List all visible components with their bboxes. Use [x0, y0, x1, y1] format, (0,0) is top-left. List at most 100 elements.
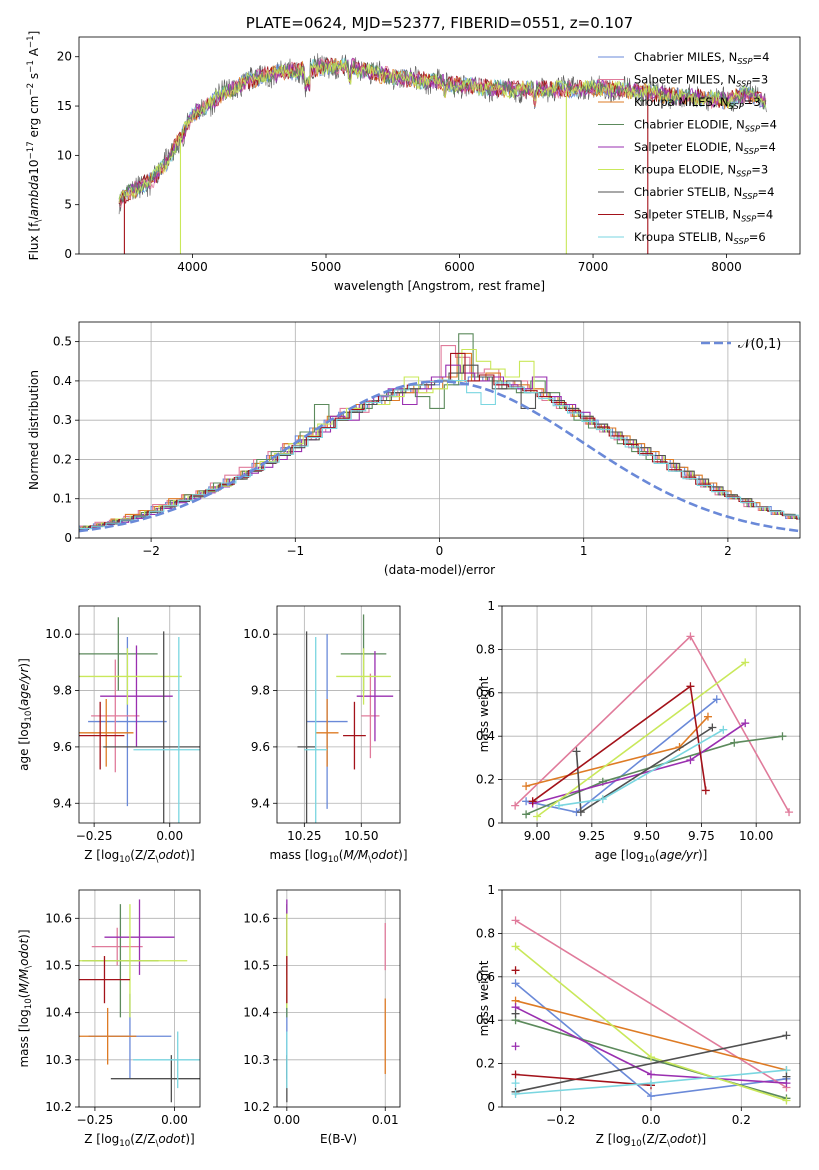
- weight-marker: [647, 1070, 655, 1079]
- y-tick-label: 10.2: [243, 1100, 270, 1114]
- axes-frame: −0.25 0.00 9.4 9.6 9.8 10.0: [45, 605, 201, 843]
- weight-marker: [785, 808, 794, 817]
- y-tick-label: 0.4: [476, 1013, 495, 1027]
- x-tick-label: −0.2: [546, 1113, 575, 1127]
- y-tick-label: 0.2: [476, 1057, 495, 1071]
- x-tick-label: 0.00: [156, 829, 183, 843]
- weight-marker: [511, 916, 520, 925]
- y-tick-label: 0.1: [53, 492, 72, 506]
- weight-marker: [533, 812, 542, 821]
- legend-label: Chabrier STELIB, NSSP=4: [634, 185, 774, 201]
- x-tick-label: 0.0: [641, 1113, 660, 1127]
- axes-border: [78, 889, 201, 1108]
- axes-frame: 9.00 9.25 9.50 9.75 10.00 0 0.2 0.4 0.6 0.8 1: [476, 599, 801, 843]
- weight-marker: [511, 1009, 520, 1018]
- weight-marker: [782, 1096, 791, 1105]
- x-tick-label: 9.50: [633, 829, 660, 843]
- weight-marker: [511, 979, 520, 988]
- plot-area: [511, 916, 791, 1105]
- plot-area: [297, 614, 394, 823]
- y-tick-label: 0: [487, 1100, 495, 1114]
- y-tick-label: 1: [487, 883, 495, 897]
- grid: [277, 606, 400, 823]
- y-tick-label: 5: [64, 198, 72, 212]
- x-tick-label: 0.01: [372, 1113, 399, 1127]
- weight-marker: [686, 632, 695, 641]
- weight-marker: [686, 756, 695, 765]
- y-tick-label: 0: [487, 816, 495, 830]
- y-axis-label: Flux [f\lambda10−17 erg cm−2 s−1 A−1]: [26, 31, 44, 261]
- chart-weight-vs-z: −0.2 0.0 0.2 0 0.2 0.4 0.6 0.8 1: [476, 883, 801, 1127]
- x-axis-label: Z [log10(Z/Z\odot)]: [84, 848, 194, 865]
- weight-marker: [511, 966, 520, 975]
- x-tick-label: −0.25: [76, 829, 113, 843]
- spectrum-line: [118, 60, 767, 203]
- legend-label: Kroupa STELIB, NSSP=6: [634, 230, 766, 246]
- y-tick-label: 10.6: [45, 911, 72, 925]
- x-tick-label: 0.2: [732, 1113, 751, 1127]
- y-tick-label: 10.3: [243, 1053, 270, 1067]
- weight-marker: [703, 712, 712, 721]
- plot-area: [79, 617, 200, 823]
- x-tick-label: 9.00: [524, 829, 551, 843]
- weight-marker: [554, 801, 563, 810]
- x-axis-label: E(B-V): [320, 1132, 357, 1146]
- chart-residuals: −2 −1 0 1 2 0 0.1 0.2 0.3 0.4 0.5: [53, 321, 801, 558]
- y-tick-label: 10.3: [45, 1053, 72, 1067]
- weight-marker: [522, 782, 531, 791]
- legend-label: 𝒩(0,1): [738, 337, 781, 352]
- chart-mass-vs-ebv: 0.00 0.01 10.2 10.3 10.4 10.5 10.6: [243, 889, 401, 1127]
- weight-line: [525, 735, 783, 816]
- weight-marker: [701, 786, 710, 795]
- chart-age-vs-z: −0.25 0.00 9.4 9.6 9.8 10.0: [45, 605, 201, 843]
- histogram-series: [79, 376, 800, 530]
- weight-marker: [647, 1053, 655, 1062]
- legend-label: Salpeter STELIB, NSSP=4: [634, 208, 773, 224]
- x-tick-label: −0.25: [77, 1113, 114, 1127]
- axes-frame: 0.00 0.01 10.2 10.3 10.4 10.5 10.6: [243, 889, 401, 1127]
- histogram-series: [79, 352, 800, 530]
- weight-marker: [686, 682, 695, 691]
- y-tick-label: 0.2: [476, 773, 495, 787]
- weight-marker: [778, 732, 787, 741]
- weight-marker: [708, 723, 717, 732]
- x-tick-label: 9.75: [688, 829, 715, 843]
- legend-label: Kroupa ELODIE, NSSP=3: [634, 163, 768, 179]
- x-tick-label: −2: [142, 544, 160, 558]
- x-axis-label: mass [log10(M/M\odot)]: [269, 848, 407, 865]
- y-tick-label: 0.2: [53, 452, 72, 466]
- y-tick-label: 0.6: [476, 686, 495, 700]
- x-axis-label: wavelength [Angstrom, rest frame]: [334, 279, 545, 293]
- axes-border: [276, 889, 401, 1108]
- y-axis-label: Normed distribution: [27, 370, 41, 490]
- x-tick-label: 4000: [177, 260, 208, 274]
- weight-line: [515, 1034, 787, 1093]
- axes-border: [501, 889, 801, 1108]
- histogram-series: [79, 379, 800, 530]
- weight-marker: [782, 1072, 791, 1081]
- y-tick-label: 10: [57, 148, 72, 162]
- histogram-series: [79, 364, 800, 530]
- chart-weight-vs-age: 9.00 9.25 9.50 9.75 10.00 0 0.2 0.4 0.6 0.8 1: [476, 599, 801, 843]
- legend-label: Chabrier MILES, NSSP=4: [634, 50, 769, 66]
- grid: [277, 890, 400, 1108]
- weight-marker: [576, 808, 585, 817]
- weight-marker: [522, 810, 531, 819]
- y-axis-label: mass weight: [477, 960, 491, 1036]
- y-tick-label: 0: [64, 531, 72, 545]
- y-tick-label: 9.4: [251, 796, 270, 810]
- chart-age-vs-mass: 10.25 10.50 9.4 9.6 9.8 10.0: [243, 605, 401, 843]
- y-tick-label: 10.2: [45, 1100, 72, 1114]
- axes-frame: −0.25 0.00 10.2 10.3 10.4 10.5 10.6: [45, 889, 201, 1127]
- x-tick-label: 10.50: [344, 829, 378, 843]
- weight-marker: [647, 1079, 655, 1088]
- y-tick-label: 10.5: [243, 958, 270, 972]
- grid: [79, 606, 200, 823]
- x-tick-label: 2: [724, 544, 732, 558]
- weight-marker: [741, 719, 750, 728]
- histogram-series: [79, 364, 800, 531]
- x-tick-label: 9.25: [578, 829, 605, 843]
- y-tick-label: 9.8: [251, 684, 270, 698]
- legend-label: Salpeter ELODIE, NSSP=4: [634, 140, 776, 156]
- gaussian-reference-curve: [79, 379, 800, 533]
